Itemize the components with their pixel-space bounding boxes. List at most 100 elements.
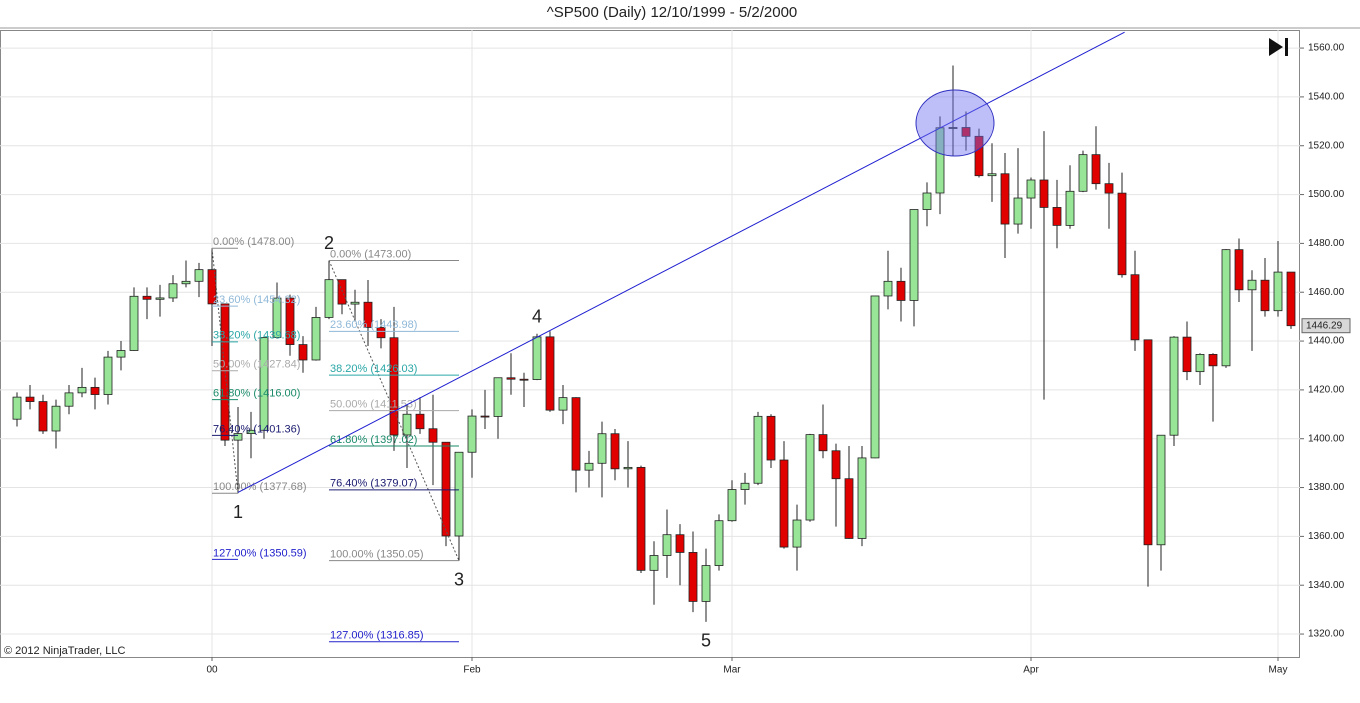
candle-body [636,466,646,571]
candle-body [532,336,542,380]
candle-body [90,386,100,395]
candle-body [38,401,48,432]
candle-body [597,433,607,464]
candle-body [1208,353,1218,367]
candle-body [740,482,750,490]
candle-body [922,192,932,210]
marks: 0.00% (1478.00) 23.60% (1454.32) 38.20% (1… [12,31,1351,651]
y-tick-label: 1380.00 [1308,482,1345,493]
y-tick-label: 1520.00 [1308,140,1345,151]
candle-body [389,337,399,436]
y-tick-label: 1560.00 [1308,43,1345,54]
candle-body [1104,183,1114,194]
fib-label: 100.00% (1350.05) [330,549,424,561]
candle-body [1234,249,1244,291]
candle-body [1052,207,1062,226]
candle-body [883,280,893,297]
candle-body [64,392,74,407]
candle-body [181,280,191,285]
x-tick-label: Apr [1023,665,1039,676]
candle-body [194,269,204,282]
candle-body [285,297,295,345]
candle-body [1091,154,1101,185]
copyright: © 2012 NinjaTrader, LLC [4,645,125,657]
candle-body [298,344,308,361]
candle-body [1286,271,1296,327]
candle-body [480,415,490,418]
candle-body [1247,279,1257,291]
candle-body [779,459,789,548]
highlight-ellipse [915,89,995,157]
candle-body [1221,249,1231,367]
wave-label: 4 [532,306,542,326]
wave-label: 2 [324,233,334,253]
candle-body [714,520,724,566]
fib-label: 0.00% (1478.00) [213,236,294,248]
go-to-end-button[interactable] [1269,38,1288,56]
candle-body [441,441,451,537]
candle-body [688,552,698,602]
candle-body [350,301,360,305]
fib-label: 127.00% (1316.85) [330,630,424,642]
fib-label: 61.80% (1397.02) [330,434,417,446]
x-tick-label: Mar [723,665,741,676]
candle-body [428,428,438,443]
candle-body [1013,197,1023,225]
candle-body [493,377,503,417]
plot-frame [0,30,1300,658]
candle-body [896,280,906,301]
fib-label: 50.00% (1411.53) [330,398,417,410]
fib-label: 38.20% (1439.68) [213,330,300,342]
candle-body [233,433,243,441]
candle-body [467,415,477,453]
candle-body [454,451,464,537]
x-tick-label: May [1269,665,1288,676]
candle-body [25,396,35,402]
candle-body [844,478,854,539]
x-tick-label: 00 [206,665,218,676]
fib-label: 50.00% (1427.84) [213,359,300,371]
fib-label: 61.80% (1416.00) [213,388,300,400]
candle-body [1065,190,1075,226]
y-tick-label: 1500.00 [1308,189,1345,200]
candle-body [311,317,321,361]
candle-body [961,127,971,137]
fib-label: 38.20% (1426.03) [330,363,417,375]
candle-body [792,519,802,548]
candle-body [766,415,776,461]
candle-body [116,350,126,358]
wave-label: 1 [233,502,243,522]
candle-body [1117,192,1127,276]
candle-body [1143,339,1153,546]
candle-body [948,127,958,129]
candle-body [207,269,217,305]
candle-body [103,356,113,395]
candle-body [909,209,919,301]
candle-body [1039,179,1049,208]
y-tick-label: 1440.00 [1308,336,1345,347]
fib-label: 0.00% (1473.00) [330,248,411,260]
candle-body [818,434,828,452]
end-bar-icon[interactable] [1285,38,1288,56]
candle-body [129,295,139,351]
trend-line [237,31,1125,493]
candle-body [805,434,815,521]
candle-body [1026,179,1036,199]
candle-body [1260,279,1270,312]
candle-body [974,135,984,177]
fib-label: 76.40% (1379.07) [330,478,417,490]
candle-body [1130,274,1140,341]
fib-diagonal [328,260,460,561]
y-tick-label: 1540.00 [1308,92,1345,103]
wave-label: 5 [701,631,711,651]
candle-body [155,297,165,300]
candle-body [363,301,373,328]
candle-body [519,378,529,381]
fib-label: 76.40% (1401.36) [213,423,300,435]
play-icon[interactable] [1269,38,1283,56]
candle-body [77,386,87,394]
candle-body [1078,154,1088,192]
candle-body [662,534,672,556]
candle-body [51,405,61,432]
